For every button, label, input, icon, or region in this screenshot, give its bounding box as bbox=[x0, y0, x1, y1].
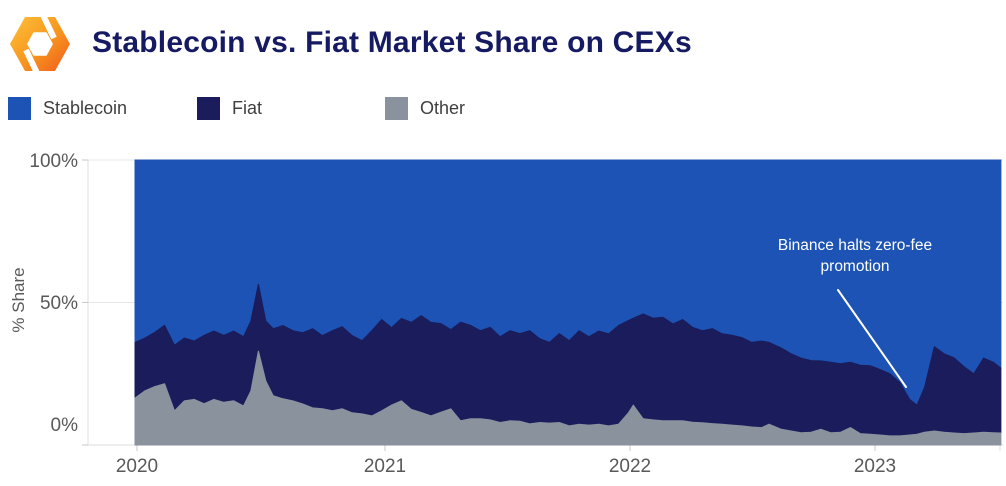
legend-label-fiat: Fiat bbox=[232, 97, 263, 118]
stacked-area-chart: 100% 50% 0% % Share 2020 2021 2022 2023 … bbox=[9, 151, 1003, 477]
legend-label-other: Other bbox=[420, 97, 466, 118]
y-axis-title: % Share bbox=[9, 267, 28, 332]
legend-item-stablecoin: Stablecoin bbox=[8, 95, 127, 121]
page-title: Stablecoin vs. Fiat Market Share on CEXs bbox=[92, 26, 692, 59]
annotation-line2: promotion bbox=[821, 258, 890, 275]
annotation-line1: Binance halts zero-fee bbox=[778, 237, 932, 254]
y-tick-label-100: 100% bbox=[29, 151, 78, 172]
legend-label-stablecoin: Stablecoin bbox=[43, 97, 128, 118]
x-tick-label-2023: 2023 bbox=[854, 456, 896, 477]
legend-swatch-other bbox=[385, 96, 408, 120]
legend-item-other: Other bbox=[385, 95, 465, 121]
legend-item-fiat: Fiat bbox=[197, 95, 262, 121]
x-tick-label-2020: 2020 bbox=[116, 456, 158, 477]
x-tick-label-2021: 2021 bbox=[364, 456, 406, 477]
legend-swatch-stablecoin bbox=[8, 96, 31, 120]
legend-swatch-fiat bbox=[197, 96, 220, 120]
chart-legend: Stablecoin Fiat Other bbox=[0, 95, 1006, 123]
area-other bbox=[134, 350, 1002, 446]
x-tick-label-2022: 2022 bbox=[609, 456, 651, 477]
annotation-pointer-line bbox=[837, 289, 907, 388]
kaiko-logo-icon bbox=[10, 12, 70, 76]
logo-hexagon-ring bbox=[10, 17, 70, 71]
logo-cut-bottom bbox=[23, 48, 41, 76]
y-tick-label-0: 0% bbox=[51, 415, 79, 436]
logo-cut-top bbox=[39, 12, 57, 40]
y-tick-label-50: 50% bbox=[40, 293, 78, 314]
